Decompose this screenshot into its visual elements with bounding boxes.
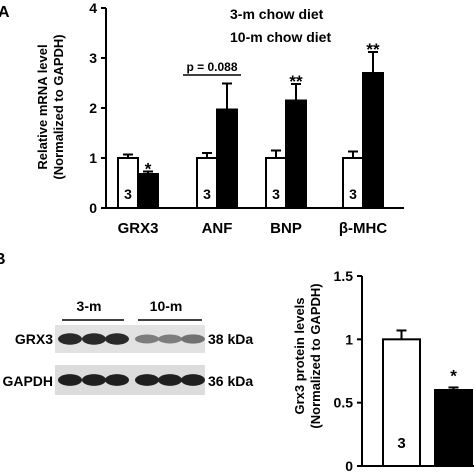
blot-band-grx3 [181, 334, 205, 344]
blot-band-grx3 [135, 334, 159, 344]
x-tick-label: BNP [270, 220, 302, 237]
legend-entry-10m: 10-m chow diet [230, 29, 331, 45]
y-tick-label: 1 [89, 150, 97, 166]
bar-n-label: 3 [292, 186, 300, 202]
y-tick-label-b: 0 [345, 458, 353, 474]
bar-n-label: 3 [349, 186, 357, 202]
x-tick-label: ANF [202, 220, 233, 237]
significance-marker: ** [366, 40, 380, 59]
blot-group-10m: 10-m [150, 298, 183, 314]
blot-size-grx3: 38 kDa [208, 331, 253, 347]
chart-a-mrna: 3-m chow diet 10-m chow diet Relative mR… [35, 0, 404, 237]
blot-band-gapdh [158, 374, 182, 386]
blot-band-grx3 [58, 333, 82, 345]
significance-marker-b: * [450, 366, 457, 385]
bar-b-n-label: 3 [397, 435, 405, 452]
legend-entry-3m: 3-m chow diet [230, 6, 324, 22]
p-value-label: p = 0.088 [186, 60, 237, 74]
chart-b-protein: Grx3 protein levels (Normalized to GAPDH… [292, 268, 474, 474]
bar-n-label: 3 [144, 186, 152, 202]
blot-band-gapdh [181, 374, 205, 386]
bar-b-0 [382, 338, 421, 468]
blot-row-label-grx3: GRX3 [15, 331, 53, 347]
y-tick-label-b: 0.5 [334, 395, 354, 411]
blot-band-gapdh [135, 374, 159, 386]
x-tick-label: GRX3 [118, 220, 159, 237]
bar-n-label: 3 [369, 186, 377, 202]
y-tick-label-b: 1.5 [334, 268, 354, 284]
bar-b-1 [434, 389, 473, 467]
blot-band-gapdh [105, 374, 129, 386]
blot-size-gapdh: 36 kDa [208, 373, 253, 389]
panel-label-b: B [0, 251, 6, 268]
y-tick-label: 0 [89, 200, 97, 216]
panel-label-a: A [0, 4, 10, 21]
significance-marker: ** [289, 72, 303, 91]
y-axis-label-b-line2: (Normalized to GAPDH) [308, 283, 323, 428]
y-tick-label: 2 [89, 100, 97, 116]
blot-band-gapdh [58, 374, 82, 386]
blot-band-grx3 [105, 333, 129, 345]
bar-n-label: 3 [272, 186, 280, 202]
bar-n-label: 3 [203, 186, 211, 202]
blot-band-gapdh [82, 374, 106, 386]
bar-n-label: 3 [223, 186, 231, 202]
x-tick-label: β-MHC [339, 220, 387, 237]
blot-group-3m: 3-m [77, 298, 102, 314]
y-axis-label-line2: (Normalized to GAPDH) [51, 34, 66, 179]
y-axis-label-line1: Relative mRNA level [35, 44, 50, 169]
y-axis-label-b-line1: Grx3 protein levels [292, 297, 307, 414]
blot-row-label-gapdh: GAPDH [2, 373, 53, 389]
y-tick-label-b: 1 [345, 331, 353, 347]
western-blot: 3-m 10-m GRX3 GAPDH 38 kDa 36 kDa [2, 298, 253, 395]
y-tick-label: 3 [89, 50, 97, 66]
y-tick-label: 4 [89, 0, 97, 16]
significance-marker: * [145, 160, 152, 179]
blot-band-grx3 [158, 334, 182, 344]
blot-band-grx3 [82, 333, 106, 345]
bar-n-label: 3 [124, 186, 132, 202]
bar-b-n-label: 3 [449, 435, 457, 452]
